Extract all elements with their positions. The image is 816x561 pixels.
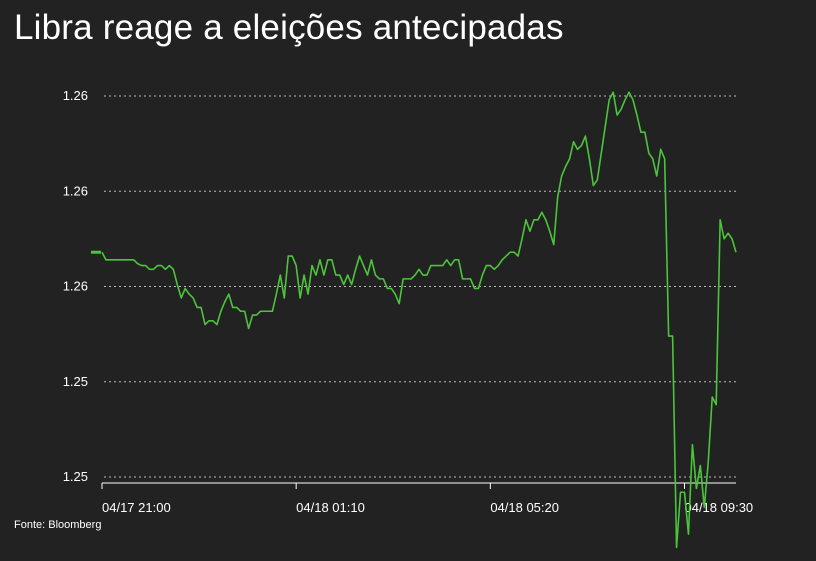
y-tick-label: 1.26 <box>63 183 88 198</box>
data-series <box>91 91 737 549</box>
chart-title: Libra reage a eleições antecipadas <box>14 8 564 47</box>
y-tick-label: 1.25 <box>63 374 88 389</box>
x-tick-label: 04/18 09:30 <box>684 500 753 515</box>
x-tick-label: 04/18 05:20 <box>490 500 559 515</box>
x-axis: 04/17 21:00 04/18 01:10 04/18 05:20 04/18 0… <box>101 482 753 515</box>
x-tick-label: 04/17 21:00 <box>102 500 171 515</box>
y-tick-label: 1.25 <box>63 469 88 484</box>
source-note: Fonte: Bloomberg <box>14 519 102 531</box>
series-line <box>101 91 737 549</box>
grid-lines <box>104 95 739 478</box>
x-tick-label: 04/18 01:10 <box>296 500 365 515</box>
y-tick-label: 1.26 <box>63 88 88 103</box>
y-tick-labels: 1.26 1.26 1.26 1.25 1.25 <box>63 88 88 484</box>
y-tick-label: 1.26 <box>63 279 88 294</box>
